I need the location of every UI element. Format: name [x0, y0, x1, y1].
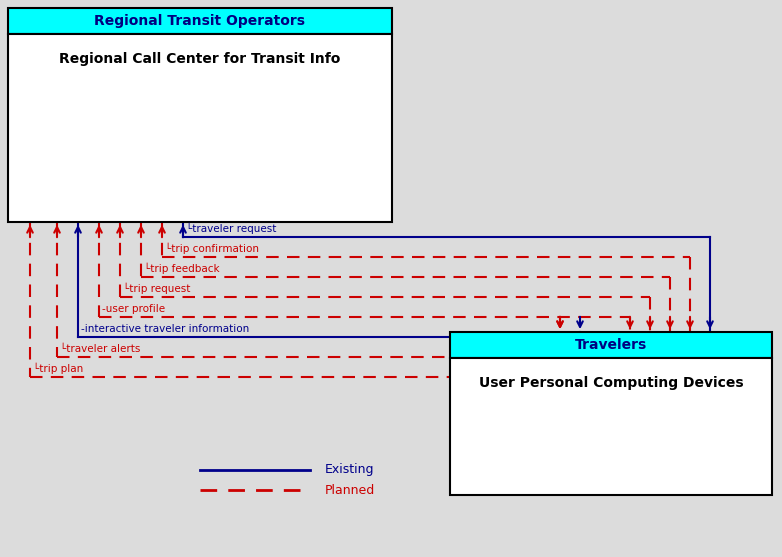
Text: Planned: Planned: [325, 483, 375, 496]
Text: └trip confirmation: └trip confirmation: [165, 243, 259, 254]
Bar: [8, 34, 392, 222]
Bar: [450, 332, 772, 358]
Text: └traveler request: └traveler request: [186, 223, 276, 234]
Bar: [8, 8, 392, 34]
Text: User Personal Computing Devices: User Personal Computing Devices: [479, 376, 744, 390]
Text: Regional Transit Operators: Regional Transit Operators: [95, 14, 306, 28]
Text: └trip request: └trip request: [123, 282, 190, 294]
Text: Existing: Existing: [325, 463, 375, 476]
Text: Travelers: Travelers: [575, 338, 647, 352]
Bar: [450, 358, 772, 495]
Text: -interactive traveler information: -interactive traveler information: [81, 324, 249, 334]
Text: -user profile: -user profile: [102, 304, 165, 314]
Text: └trip plan: └trip plan: [33, 363, 83, 374]
Text: Regional Call Center for Transit Info: Regional Call Center for Transit Info: [59, 52, 341, 66]
Text: └trip feedback: └trip feedback: [144, 262, 220, 274]
Text: └traveler alerts: └traveler alerts: [60, 344, 141, 354]
